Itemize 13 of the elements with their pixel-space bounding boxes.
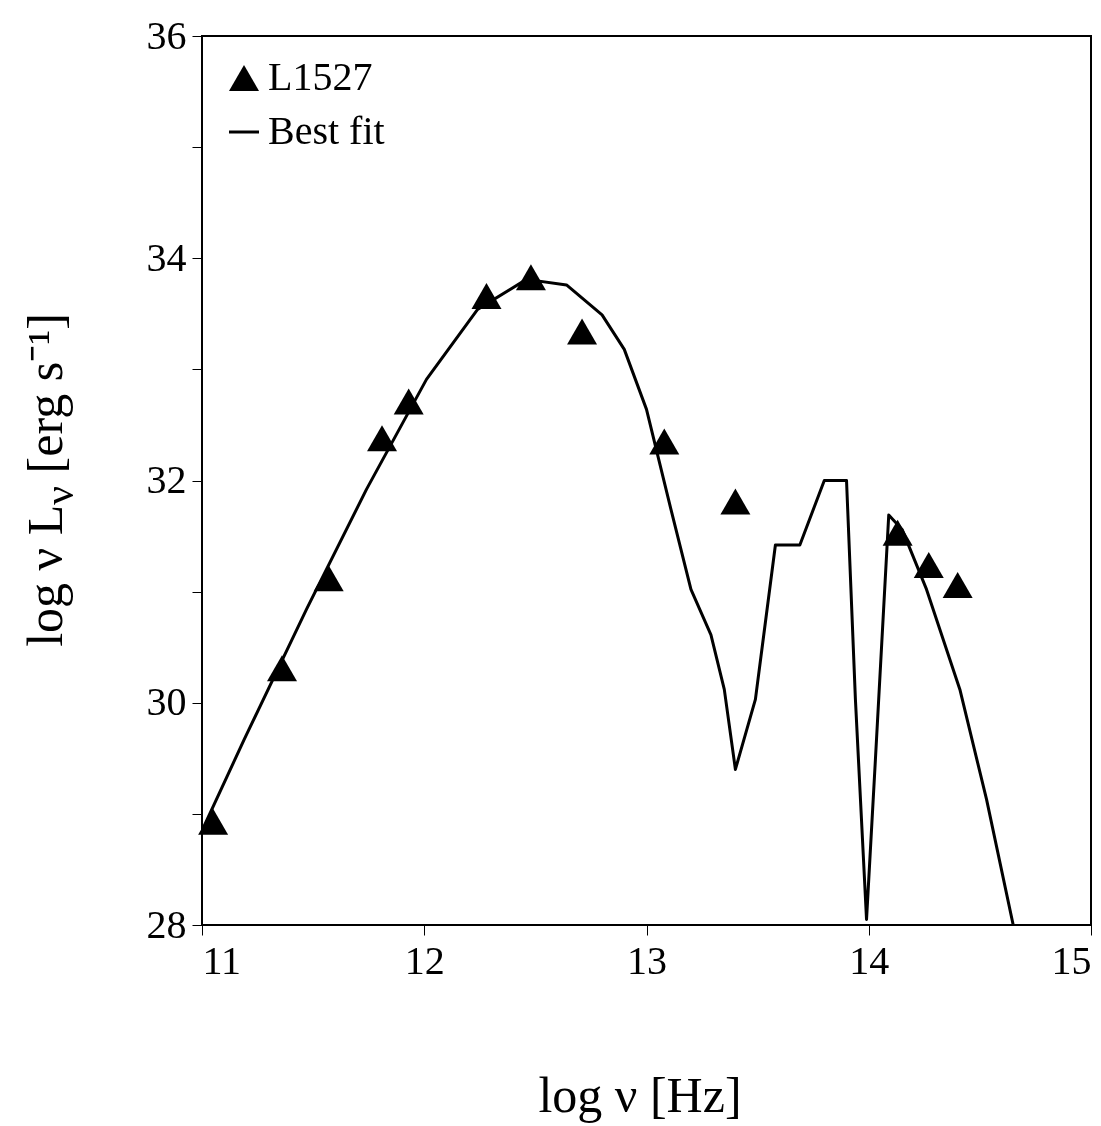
y-tick-label: 34 [146,234,187,280]
legend-label: L1527 [268,54,373,99]
x-axis-title: log ν [Hz] [538,1066,742,1124]
x-tick-label: 13 [627,937,667,983]
x-tick-label: 11 [202,937,242,983]
x-tick-label: 14 [849,937,890,983]
y-tick-label: 32 [146,457,187,502]
y-tick-label: 30 [146,679,187,725]
x-tick-label: 12 [404,937,445,983]
y-tick-label: 36 [146,12,187,58]
x-tick-label: 15 [1051,937,1092,983]
y-tick-label: 28 [146,901,187,947]
legend-label: Best fit [268,108,385,153]
